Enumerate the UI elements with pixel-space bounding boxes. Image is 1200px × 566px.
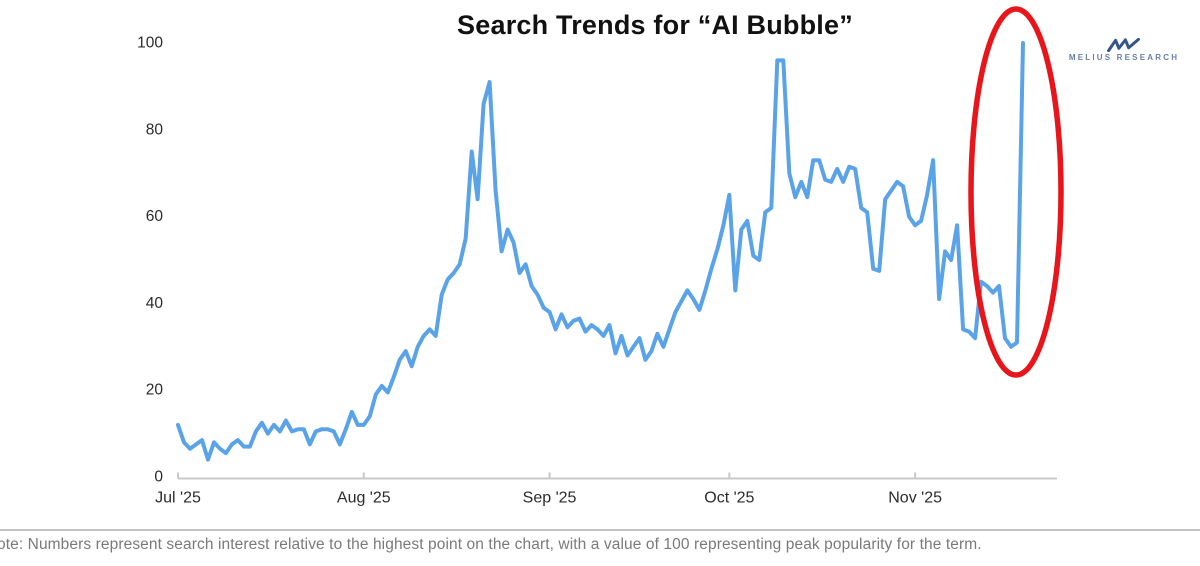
spike-annotation-ellipse xyxy=(968,6,1064,378)
footnote: ote: Numbers represent search interest r… xyxy=(0,536,982,553)
x-axis-label: Aug '25 xyxy=(337,490,391,507)
y-axis-label: 80 xyxy=(146,121,164,138)
footnote-divider xyxy=(0,529,1200,531)
melius-logo-text: MELIUS RESEARCH xyxy=(1068,53,1180,62)
trend-line xyxy=(176,41,1025,462)
x-axis-label: Nov '25 xyxy=(888,490,942,507)
melius-m-icon xyxy=(1107,38,1140,52)
y-axis-label: 60 xyxy=(146,208,164,225)
x-axis-label: Jul '25 xyxy=(155,490,201,507)
y-axis-label: 40 xyxy=(146,295,164,312)
x-axis-label: Sep '25 xyxy=(523,490,577,507)
x-axis-label: Oct '25 xyxy=(704,490,754,507)
chart-title: Search Trends for “AI Bubble” xyxy=(457,10,853,40)
melius-research-logo: MELIUS RESEARCH xyxy=(1062,38,1186,62)
y-axis-label: 100 xyxy=(137,35,163,52)
y-axis-label: 20 xyxy=(146,382,164,399)
y-axis-label: 0 xyxy=(154,469,163,486)
trend-line-chart: 0 20 40 60 80 100 Jul '25 Aug '25 Sep '25 Oct '25… xyxy=(137,6,1064,507)
